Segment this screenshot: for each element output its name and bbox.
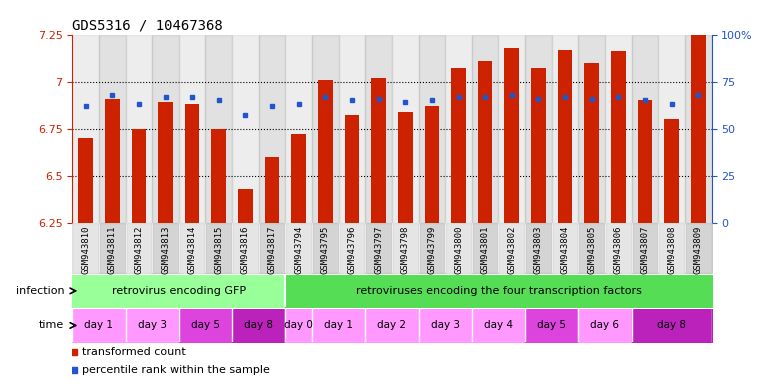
Bar bbox=[664, 119, 679, 223]
Text: day 1: day 1 bbox=[84, 320, 113, 331]
Text: day 2: day 2 bbox=[377, 320, 406, 331]
Bar bbox=[505, 48, 519, 223]
Bar bbox=[632, 35, 658, 223]
Bar bbox=[318, 80, 333, 223]
Bar bbox=[558, 50, 572, 223]
Text: day 3: day 3 bbox=[431, 320, 460, 331]
Bar bbox=[525, 35, 552, 223]
Text: time: time bbox=[39, 320, 64, 331]
Bar bbox=[238, 189, 253, 223]
Text: GSM943798: GSM943798 bbox=[401, 225, 409, 273]
Bar bbox=[345, 116, 359, 223]
Text: day 1: day 1 bbox=[324, 320, 353, 331]
Bar bbox=[638, 101, 652, 223]
Text: day 4: day 4 bbox=[484, 320, 513, 331]
Text: GSM943816: GSM943816 bbox=[241, 225, 250, 273]
Text: GSM943805: GSM943805 bbox=[587, 225, 596, 273]
Bar bbox=[72, 35, 99, 223]
Bar bbox=[179, 35, 205, 223]
Text: GSM943812: GSM943812 bbox=[135, 225, 143, 273]
Bar bbox=[265, 157, 279, 223]
Text: GSM943795: GSM943795 bbox=[321, 225, 330, 273]
Bar bbox=[99, 35, 126, 223]
Text: GSM943802: GSM943802 bbox=[508, 225, 516, 273]
Bar bbox=[105, 99, 119, 223]
Text: GSM943799: GSM943799 bbox=[428, 225, 436, 273]
Bar bbox=[425, 106, 439, 223]
Text: GSM943796: GSM943796 bbox=[348, 225, 356, 273]
Bar bbox=[312, 35, 339, 223]
Text: GSM943806: GSM943806 bbox=[614, 225, 622, 273]
Bar bbox=[205, 35, 232, 223]
Bar bbox=[185, 104, 199, 223]
Text: day 5: day 5 bbox=[191, 320, 220, 331]
Bar bbox=[285, 35, 312, 223]
Text: GSM943803: GSM943803 bbox=[534, 225, 543, 273]
Bar bbox=[691, 35, 705, 223]
Bar bbox=[584, 63, 599, 223]
Bar bbox=[552, 35, 578, 223]
Text: day 8: day 8 bbox=[657, 320, 686, 331]
Bar bbox=[392, 35, 419, 223]
Text: retroviruses encoding the four transcription factors: retroviruses encoding the four transcrip… bbox=[355, 286, 642, 296]
Text: GSM943800: GSM943800 bbox=[454, 225, 463, 273]
Bar bbox=[611, 51, 626, 223]
Bar bbox=[419, 35, 445, 223]
Text: day 3: day 3 bbox=[138, 320, 167, 331]
Bar bbox=[531, 68, 546, 223]
Bar bbox=[339, 35, 365, 223]
Bar bbox=[478, 61, 492, 223]
Bar bbox=[472, 35, 498, 223]
Bar bbox=[78, 138, 93, 223]
Bar bbox=[152, 35, 179, 223]
Text: GSM943807: GSM943807 bbox=[641, 225, 649, 273]
Text: day 8: day 8 bbox=[244, 320, 273, 331]
Text: day 0: day 0 bbox=[285, 320, 313, 331]
Text: retrovirus encoding GFP: retrovirus encoding GFP bbox=[112, 286, 246, 296]
Text: day 6: day 6 bbox=[591, 320, 619, 331]
Bar bbox=[498, 35, 525, 223]
Text: GSM943801: GSM943801 bbox=[481, 225, 489, 273]
Text: GSM943810: GSM943810 bbox=[81, 225, 90, 273]
Bar bbox=[445, 35, 472, 223]
Text: GSM943815: GSM943815 bbox=[215, 225, 223, 273]
Bar bbox=[212, 129, 226, 223]
Text: GSM943809: GSM943809 bbox=[694, 225, 702, 273]
Text: GSM943797: GSM943797 bbox=[374, 225, 383, 273]
Bar bbox=[451, 68, 466, 223]
Text: GSM943811: GSM943811 bbox=[108, 225, 116, 273]
Bar bbox=[605, 35, 632, 223]
Text: transformed count: transformed count bbox=[82, 347, 186, 358]
Bar bbox=[126, 35, 152, 223]
Bar bbox=[658, 35, 685, 223]
Bar bbox=[398, 112, 412, 223]
Text: GDS5316 / 10467368: GDS5316 / 10467368 bbox=[72, 18, 223, 32]
Text: GSM943817: GSM943817 bbox=[268, 225, 276, 273]
Bar bbox=[365, 35, 392, 223]
Bar bbox=[232, 35, 259, 223]
Bar bbox=[158, 102, 173, 223]
Bar bbox=[685, 35, 712, 223]
Text: GSM943813: GSM943813 bbox=[161, 225, 170, 273]
Text: day 5: day 5 bbox=[537, 320, 566, 331]
Text: GSM943808: GSM943808 bbox=[667, 225, 676, 273]
Bar bbox=[132, 129, 146, 223]
Text: GSM943804: GSM943804 bbox=[561, 225, 569, 273]
Bar bbox=[259, 35, 285, 223]
Text: GSM943794: GSM943794 bbox=[295, 225, 303, 273]
Text: percentile rank within the sample: percentile rank within the sample bbox=[82, 364, 269, 375]
Text: GSM943814: GSM943814 bbox=[188, 225, 196, 273]
Text: infection: infection bbox=[16, 286, 64, 296]
Bar bbox=[371, 78, 386, 223]
Bar bbox=[578, 35, 605, 223]
Bar bbox=[291, 134, 306, 223]
